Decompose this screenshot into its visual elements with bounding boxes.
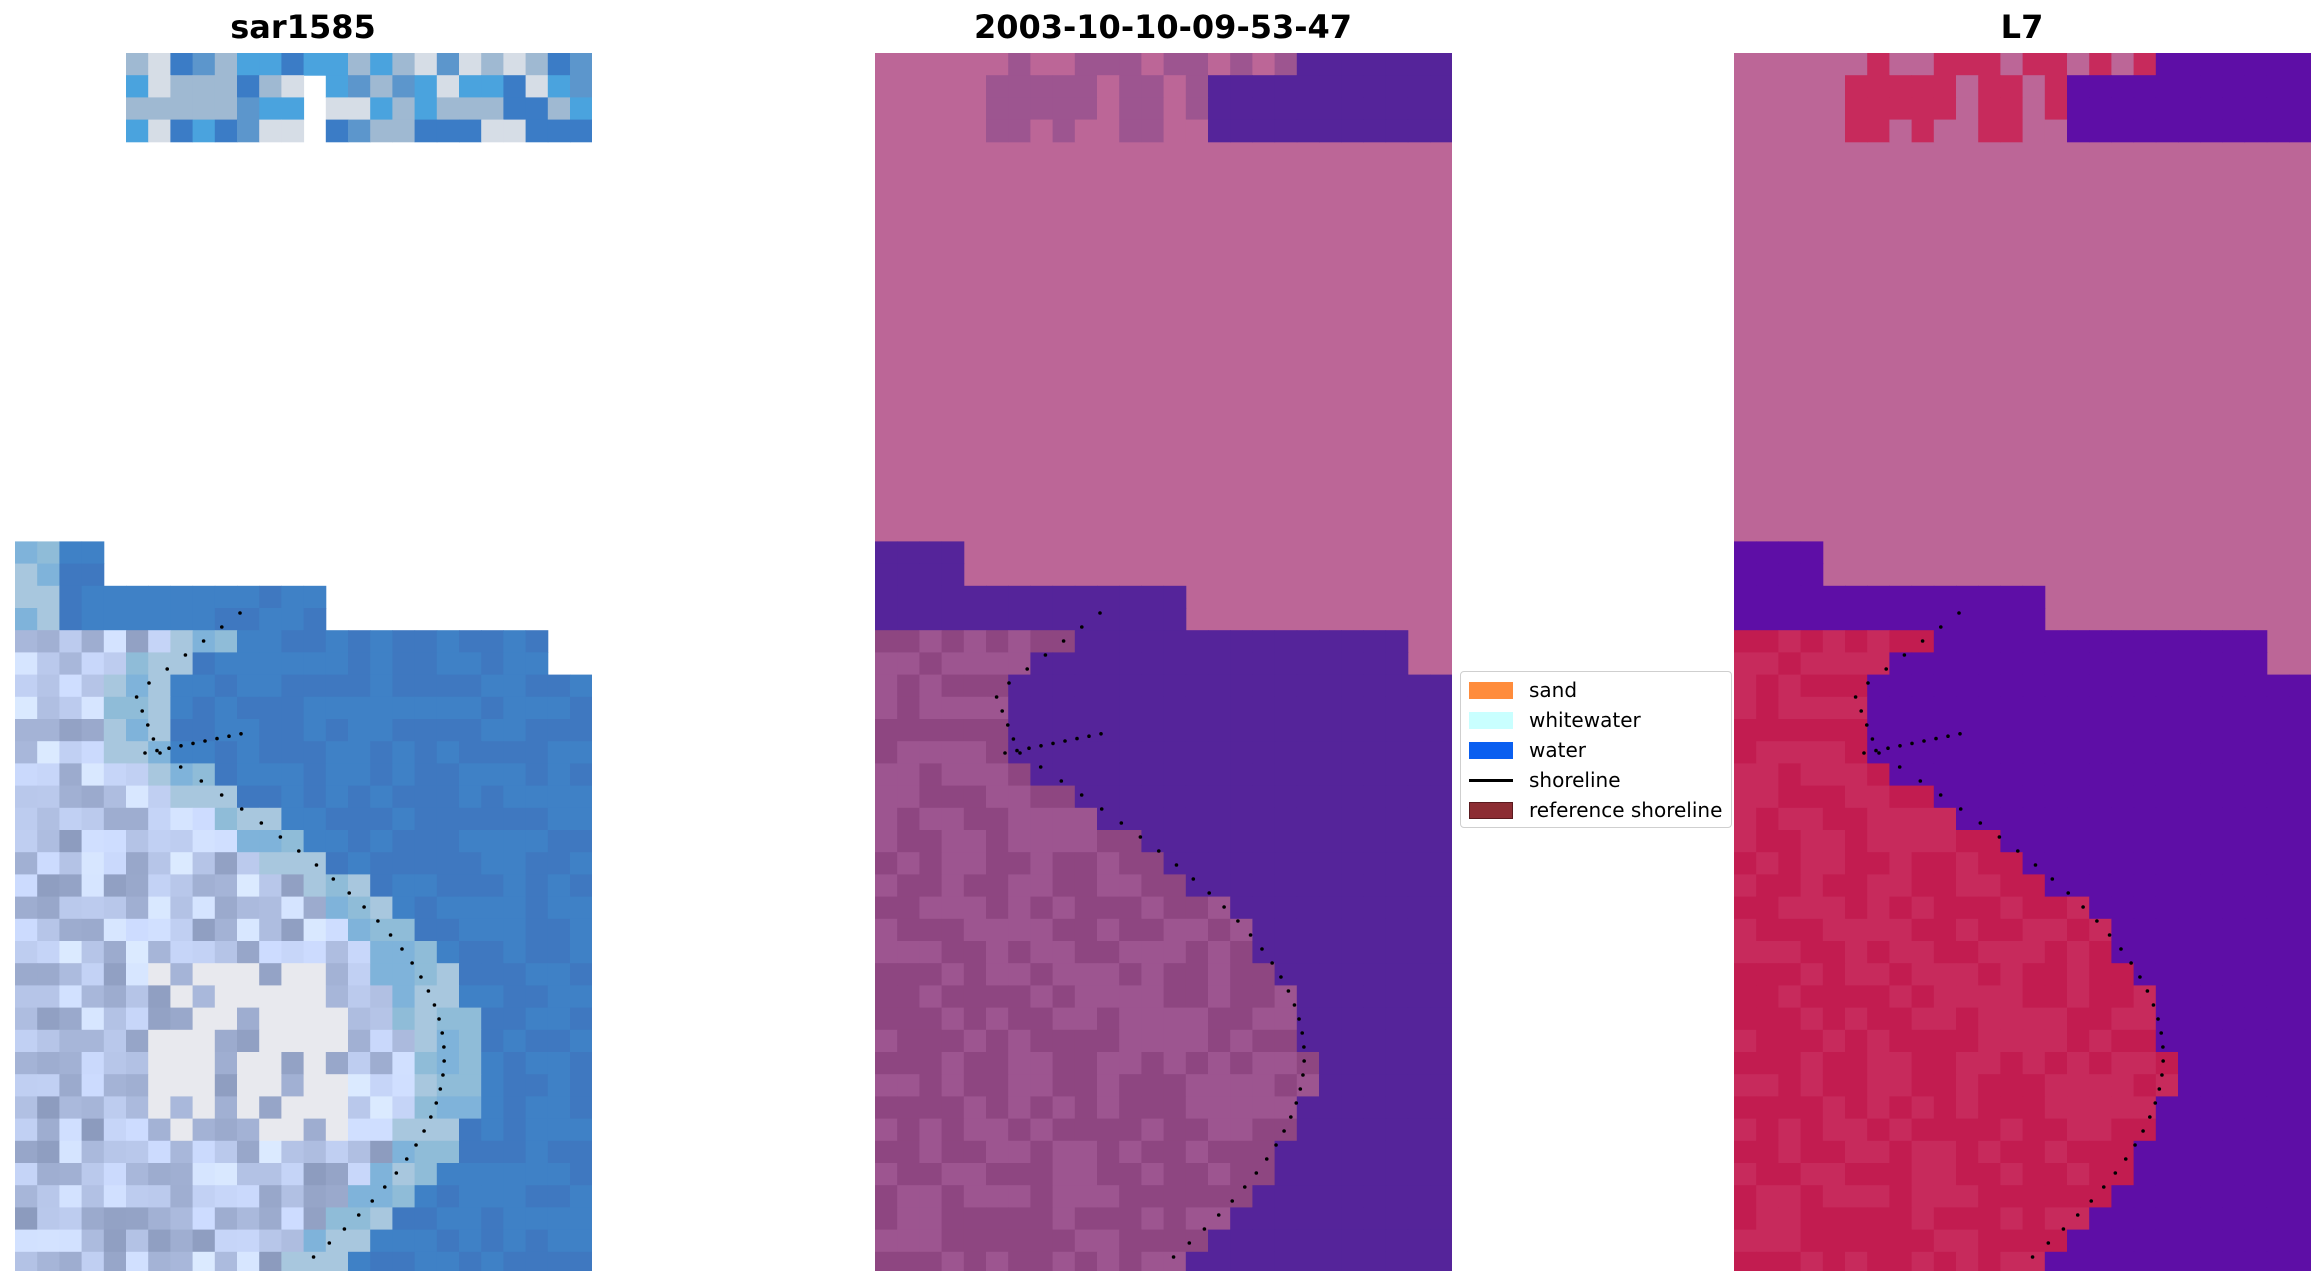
legend-item-shoreline: shoreline — [1469, 768, 1621, 792]
reference-shoreline-swatch-icon — [1469, 801, 1513, 819]
legend-label-reference-shoreline: reference shoreline — [1529, 798, 1723, 822]
water-swatch-icon — [1469, 741, 1513, 759]
legend-item-reference-shoreline: reference shoreline — [1469, 798, 1722, 822]
rgb-image-panel — [15, 53, 592, 1271]
sand-swatch-icon — [1469, 681, 1513, 699]
legend-item-water: water — [1469, 738, 1586, 762]
index-image-panel — [1734, 53, 2311, 1271]
whitewater-swatch-icon — [1469, 711, 1513, 729]
legend: sand whitewater water shoreline referenc… — [1460, 671, 1732, 828]
legend-item-whitewater: whitewater — [1469, 708, 1641, 732]
shoreline-dots — [994, 611, 1306, 1259]
legend-label-whitewater: whitewater — [1529, 708, 1641, 732]
shoreline-dots — [1853, 611, 2165, 1259]
legend-label-shoreline: shoreline — [1529, 768, 1621, 792]
legend-label-sand: sand — [1529, 678, 1578, 702]
legend-item-sand: sand — [1469, 678, 1577, 702]
shoreline-line-icon — [1469, 778, 1513, 782]
shoreline-dots — [134, 611, 446, 1259]
panel-title-rgb: sar1585 — [230, 8, 376, 46]
panel-title-date: 2003-10-10-09-53-47 — [973, 8, 1353, 46]
false-color-image-panel — [875, 53, 1452, 1271]
panel-title-ndwi: L7 — [2000, 8, 2044, 46]
legend-label-water: water — [1529, 738, 1586, 762]
